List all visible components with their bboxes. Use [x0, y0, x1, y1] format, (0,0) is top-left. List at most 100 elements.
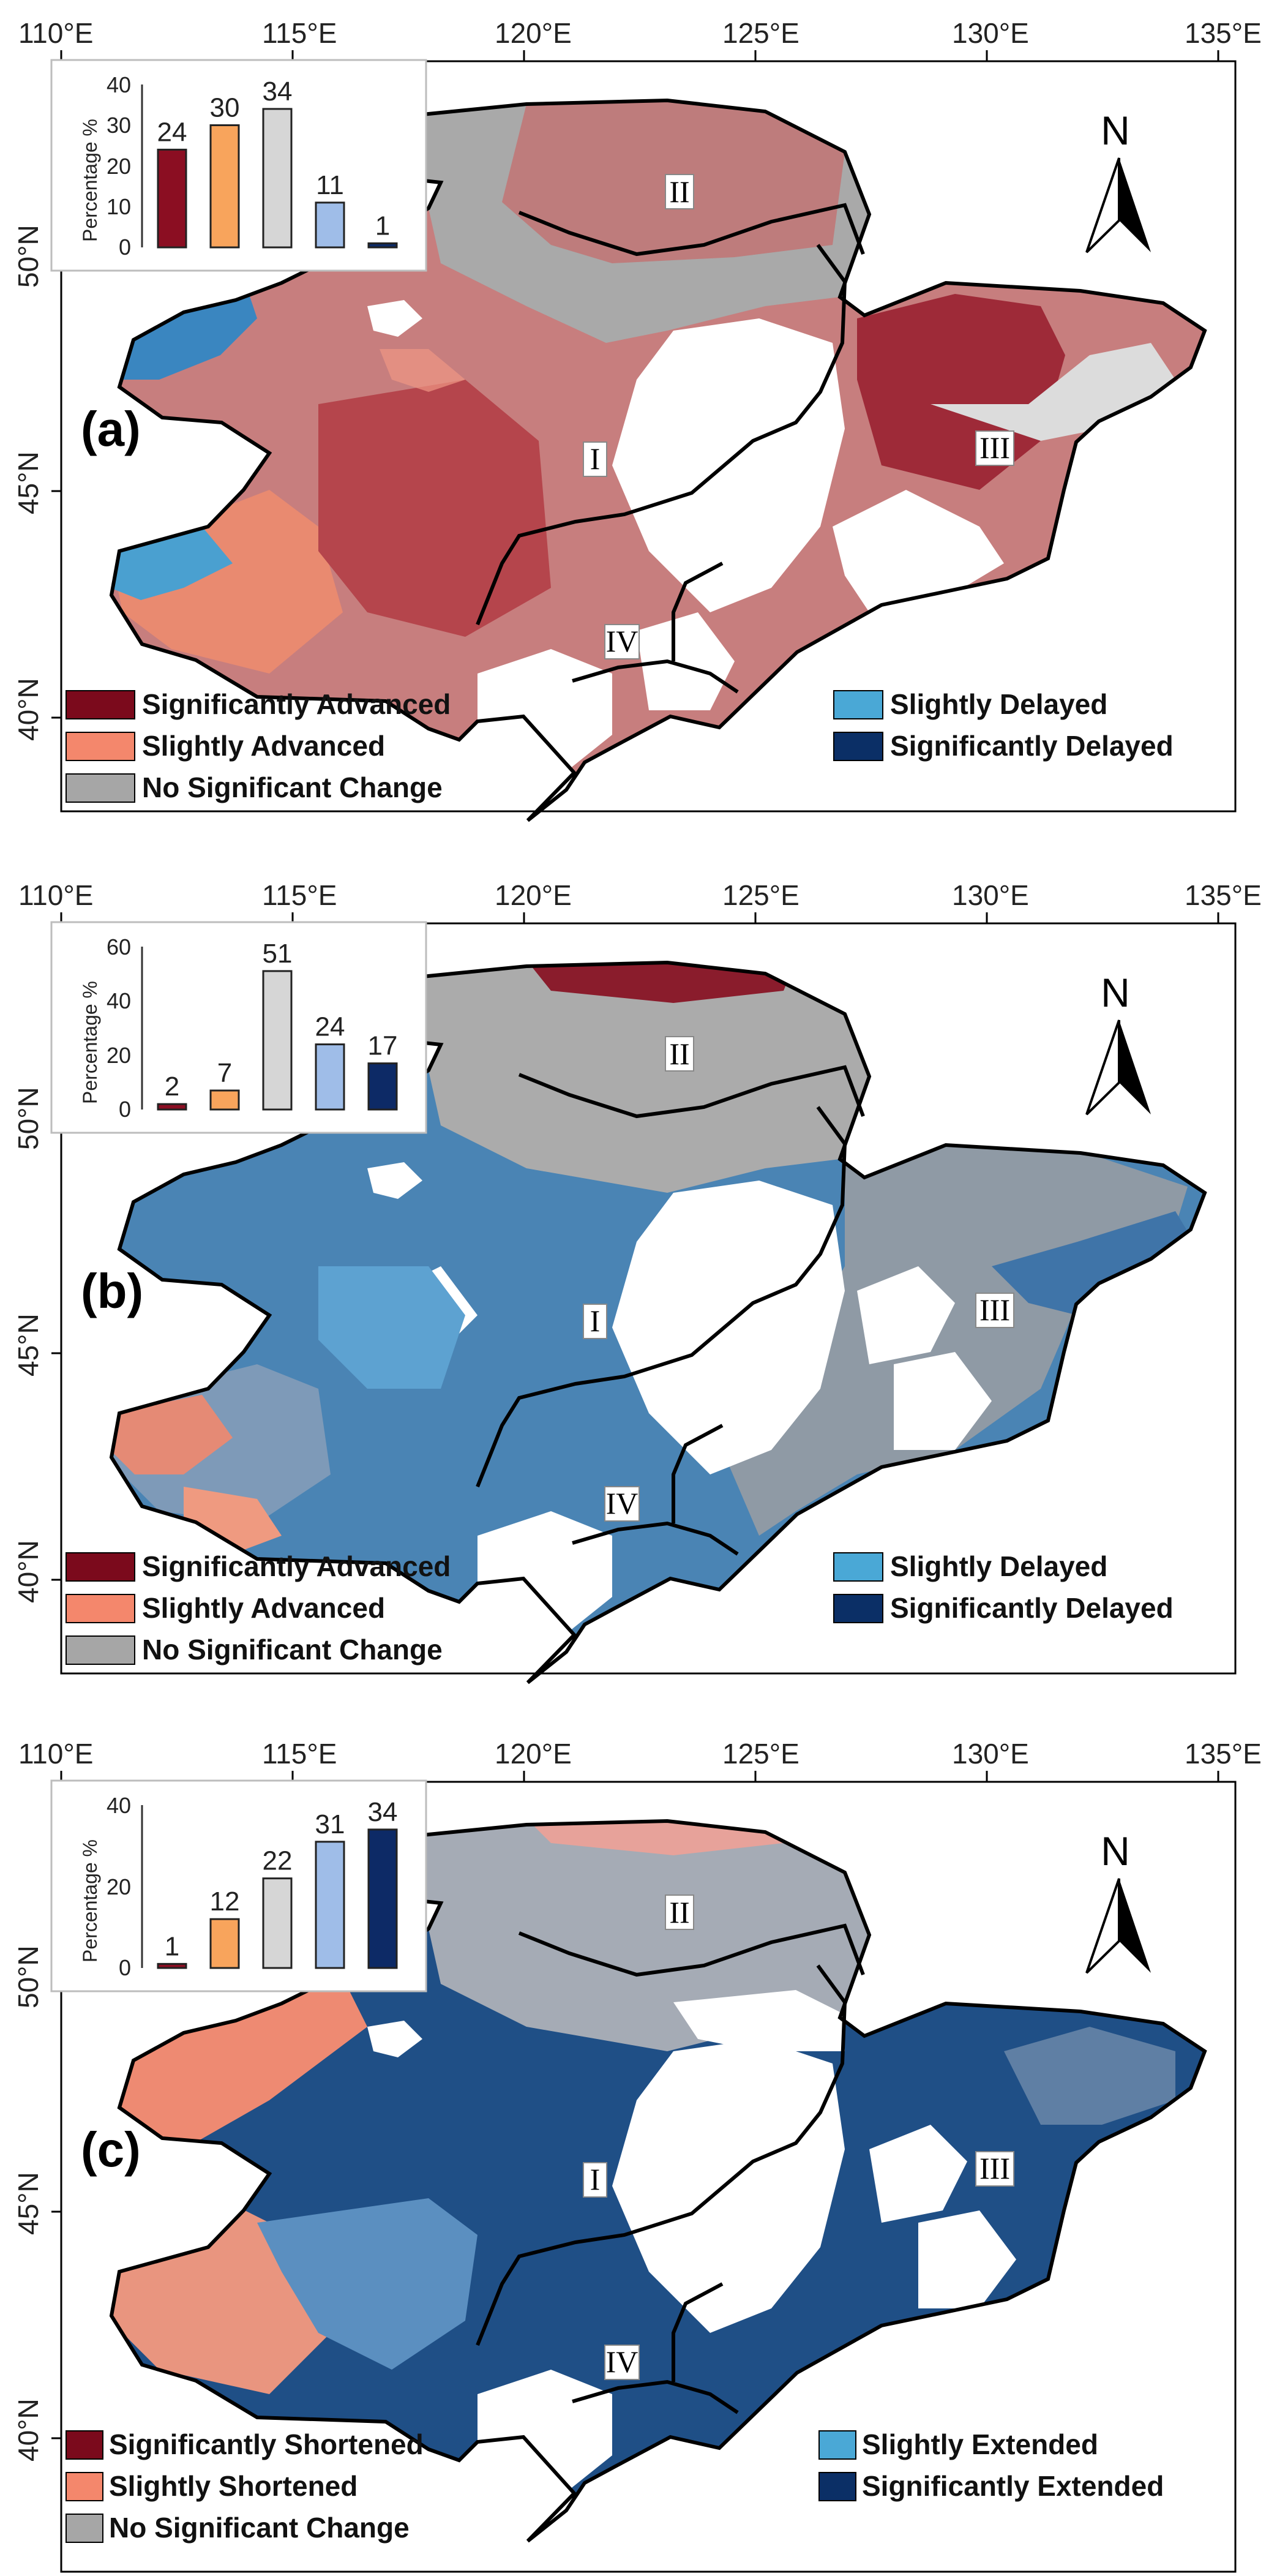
lon-label-130: 130°E [952, 879, 1029, 911]
bar-value-label: 34 [368, 1797, 398, 1827]
panel-a: 110°E 115°E 120°E 125°E 130°E 135°E 50°N… [12, 17, 1262, 822]
bar-value-label: 31 [315, 1809, 345, 1839]
legend-label: Slightly Advanced [142, 730, 385, 762]
inset-ytick: 60 [107, 934, 131, 959]
region-label-I: I [590, 1304, 601, 1338]
panel-c: 110°E 115°E 120°E 125°E 130°E 135°E 50°N… [12, 1738, 1262, 2573]
panel-b: 110°E 115°E 120°E 125°E 130°E 135°E 50°N… [12, 879, 1262, 1684]
lat-axis-left: 50°N 45°N 40°N [12, 1087, 61, 1603]
bar-slight-pos [315, 201, 345, 249]
bar-slight-pos [315, 1043, 345, 1111]
lon-label-120: 120°E [495, 17, 572, 49]
panel-label: (a) [81, 402, 141, 456]
bar-value-label: 1 [375, 211, 390, 241]
legend-swatch-no-change [66, 773, 135, 803]
legend-swatch-sig-pos [818, 2472, 856, 2501]
legend-label: Significantly Shortened [109, 2428, 424, 2460]
legend-label: Significantly Advanced [142, 688, 451, 720]
legend-swatch-slight-pos [818, 2430, 856, 2460]
region-label-II: II [669, 1037, 689, 1071]
legend: Significantly Advanced Slightly Advanced… [66, 688, 1174, 803]
north-arrow-icon: N [1085, 108, 1151, 253]
lon-label-135: 135°E [1185, 17, 1262, 49]
bar-slight-neg [209, 1918, 240, 1969]
bar-sig-pos [367, 1062, 398, 1111]
lon-axis-top: 110°E 115°E 120°E 125°E 130°E 135°E [18, 879, 1262, 923]
legend-swatch-sig-pos [833, 732, 883, 761]
inset-ytick: 0 [119, 1955, 131, 1980]
bar-value-label: 51 [263, 939, 293, 969]
bar-sig-pos [367, 242, 398, 249]
north-label: N [1101, 108, 1130, 153]
inset-bar-chart: Percentage % 0 20 40 1 12 22 31 34 [50, 1779, 427, 1992]
lat-label-50: 50°N [12, 1945, 44, 2008]
legend: Significantly Shortened Slightly Shorten… [66, 2428, 1164, 2544]
lon-label-115: 115°E [262, 879, 337, 911]
legend-label: Significantly Extended [862, 2470, 1164, 2502]
bar-value-label: 17 [368, 1031, 398, 1061]
legend-swatch-slight-pos [833, 690, 883, 719]
bar-value-label: 1 [165, 1931, 179, 1961]
lon-label-115: 115°E [262, 17, 337, 49]
bar-value-label: 7 [217, 1058, 232, 1088]
bar-value-label: 30 [210, 93, 240, 123]
legend-label: Significantly Advanced [142, 1550, 451, 1582]
lon-label-135: 135°E [1185, 1738, 1262, 1770]
inset-ytick: 30 [107, 113, 131, 138]
lon-label-125: 125°E [722, 1738, 800, 1770]
region-label-I: I [590, 441, 601, 476]
inset-ylabel: Percentage % [79, 981, 101, 1104]
inset-ytick: 40 [107, 988, 131, 1013]
legend-swatch-slight-neg [66, 732, 135, 761]
lat-label-50: 50°N [12, 225, 44, 288]
bar-slight-neg [209, 124, 240, 249]
legend: Significantly Advanced Slightly Advanced… [66, 1550, 1174, 1665]
north-label: N [1101, 1828, 1130, 1874]
lon-axis-top: 110°E 115°E 120°E 125°E 130°E 135°E [18, 1738, 1262, 1782]
bar-value-label: 24 [315, 1012, 345, 1042]
legend-label: Slightly Extended [862, 2428, 1098, 2460]
region-label-III: III [979, 430, 1010, 465]
lon-label-125: 125°E [722, 879, 800, 911]
north-label: N [1101, 970, 1130, 1015]
region-label-IV: IV [606, 624, 638, 658]
lon-label-120: 120°E [495, 1738, 572, 1770]
bar-value-label: 12 [210, 1887, 240, 1917]
inset-ylabel: Percentage % [79, 119, 101, 242]
region-label-II: II [669, 175, 689, 209]
inset-ytick: 40 [107, 1793, 131, 1818]
legend-label: No Significant Change [109, 2512, 410, 2544]
inset-ytick: 20 [107, 154, 131, 179]
lat-label-45: 45°N [12, 2172, 44, 2235]
legend-swatch-slight-pos [833, 1552, 883, 1582]
legend-swatch-slight-neg [66, 2472, 103, 2501]
bar-sig-neg [157, 1962, 187, 1969]
lon-label-125: 125°E [722, 17, 800, 49]
inset-ytick: 0 [119, 235, 131, 260]
north-arrow-icon: N [1085, 1828, 1151, 1974]
panel-label: (b) [81, 1264, 143, 1318]
bar-value-label: 11 [316, 170, 344, 200]
bar-value-label: 24 [157, 117, 187, 147]
legend-label: No Significant Change [142, 1634, 443, 1665]
bar-sig-pos [367, 1828, 398, 1969]
inset-bars: 1 12 22 31 34 [157, 1797, 398, 1969]
lon-label-130: 130°E [952, 1738, 1029, 1770]
lon-axis-top: 110°E 115°E 120°E 125°E 130°E 135°E [18, 17, 1262, 61]
bar-sig-neg [157, 148, 187, 249]
lon-label-130: 130°E [952, 17, 1029, 49]
bar-no-change [262, 108, 293, 249]
lat-axis-left: 50°N 45°N 40°N [12, 1945, 61, 2461]
lat-label-50: 50°N [12, 1087, 44, 1150]
legend-label: Slightly Advanced [142, 1592, 385, 1624]
lon-label-110: 110°E [18, 1738, 93, 1770]
legend-swatch-no-change [66, 2514, 103, 2543]
lat-axis-left: 50°N 45°N 40°N [12, 225, 61, 741]
region-label-III: III [979, 2151, 1010, 2185]
bar-no-change [262, 1877, 293, 1969]
bar-sig-neg [157, 1103, 187, 1111]
inset-axis: 0 10 20 30 40 [107, 72, 143, 260]
legend-swatch-sig-pos [833, 1594, 883, 1623]
lon-label-135: 135°E [1185, 879, 1262, 911]
